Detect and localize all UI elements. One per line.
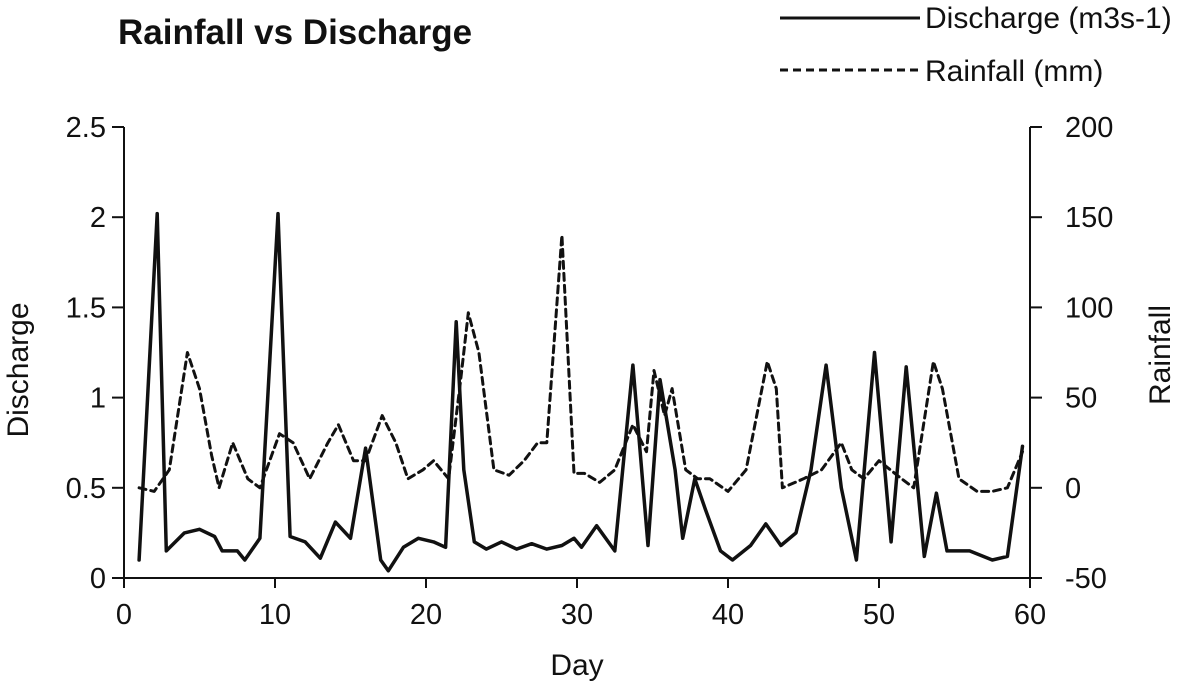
series-layer [137, 211, 1025, 573]
x-tick-label: 10 [259, 599, 291, 631]
x-tick-label: 0 [116, 599, 132, 631]
right-y-tick-label: 0 [1065, 473, 1081, 505]
right-y-axis-ticks: -50 0 50 100 150 200 [1030, 112, 1113, 595]
x-tick-label: 50 [863, 599, 895, 631]
right-y-tick-label: 100 [1065, 292, 1113, 324]
left-y-tick-label: 0 [90, 563, 106, 595]
x-tick-label: 40 [712, 599, 744, 631]
x-axis-ticks: 0 10 20 30 40 50 60 [116, 578, 1046, 631]
right-y-tick-label: 200 [1065, 112, 1113, 144]
right-y-tick-label: 150 [1065, 202, 1113, 234]
left-y-tick-label: 2 [90, 202, 106, 234]
series-line-rainfall [137, 233, 1024, 493]
legend-label-rainfall: Rainfall (mm) [925, 55, 1103, 88]
left-y-tick-label: 0.5 [66, 473, 106, 505]
left-y-axis-ticks: 0 0.5 1 1.5 2 2.5 [66, 112, 124, 595]
right-y-tick-label: 50 [1065, 383, 1097, 415]
x-axis-title: Day [550, 649, 603, 682]
left-y-tick-label: 1.5 [66, 292, 106, 324]
x-tick-label: 60 [1014, 599, 1046, 631]
chart-title: Rainfall vs Discharge [118, 13, 472, 52]
x-tick-label: 30 [561, 599, 593, 631]
legend-label-discharge: Discharge (m3s-1) [925, 2, 1172, 35]
series-line-discharge [137, 211, 1025, 573]
right-y-axis-title: Rainfall [1144, 305, 1177, 405]
right-y-tick-label: -50 [1065, 563, 1107, 595]
left-y-axis-title: Discharge [2, 302, 35, 437]
left-y-tick-label: 1 [90, 383, 106, 415]
left-y-tick-label: 2.5 [66, 112, 106, 144]
x-tick-label: 20 [410, 599, 442, 631]
legend: Discharge (m3s-1) Rainfall (mm) [780, 2, 1172, 88]
